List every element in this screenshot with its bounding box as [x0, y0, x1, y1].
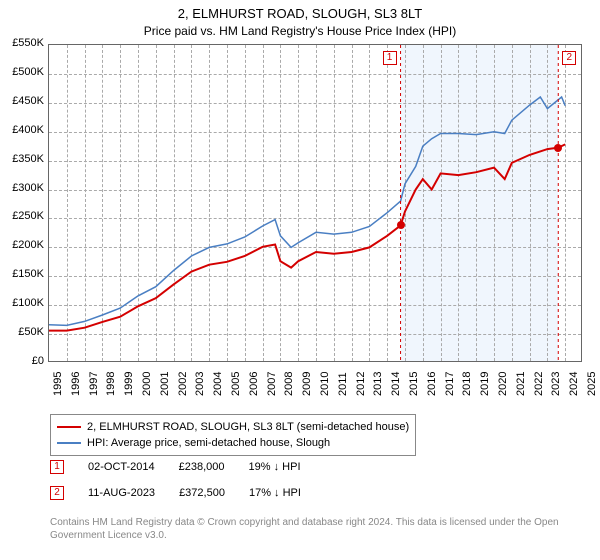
transaction-price: £372,500 — [179, 487, 225, 499]
xtick-label: 1996 — [70, 372, 82, 396]
xtick-label: 2011 — [337, 372, 349, 396]
xtick-label: 1997 — [88, 372, 100, 396]
chart-subtitle: Price paid vs. HM Land Registry's House … — [0, 24, 600, 38]
transaction-marker: 2 — [50, 486, 64, 500]
transaction-date: 11-AUG-2023 — [88, 487, 155, 499]
xtick-label: 2005 — [230, 372, 242, 396]
transaction-delta: 17% ↓ HPI — [249, 487, 301, 499]
legend-label: HPI: Average price, semi-detached house,… — [87, 437, 330, 449]
ytick-label: £150K — [2, 268, 44, 280]
hpi-line — [49, 97, 565, 325]
ytick-label: £200K — [2, 239, 44, 251]
xtick-label: 2021 — [515, 372, 527, 396]
xtick-label: 2016 — [426, 372, 438, 396]
xtick-label: 2012 — [355, 372, 367, 396]
xtick-label: 2013 — [372, 372, 384, 396]
transaction-marker: 1 — [50, 460, 64, 474]
transaction-delta: 19% ↓ HPI — [249, 461, 301, 473]
xtick-label: 2007 — [266, 372, 278, 396]
transaction-price: £238,000 — [179, 461, 225, 473]
ytick-label: £300K — [2, 182, 44, 194]
xtick-label: 2001 — [159, 372, 171, 396]
ytick-label: £350K — [2, 153, 44, 165]
ytick-label: £450K — [2, 95, 44, 107]
xtick-label: 2025 — [586, 372, 598, 396]
xtick-label: 2002 — [177, 372, 189, 396]
xtick-label: 2024 — [568, 372, 580, 396]
xtick-label: 2006 — [248, 372, 260, 396]
legend-row: 2, ELMHURST ROAD, SLOUGH, SL3 8LT (semi-… — [57, 419, 409, 435]
xtick-label: 2000 — [141, 372, 153, 396]
legend-swatch — [57, 426, 81, 428]
ytick-label: £100K — [2, 297, 44, 309]
xtick-label: 2010 — [319, 372, 331, 396]
ytick-label: £550K — [2, 37, 44, 49]
xtick-label: 2019 — [479, 372, 491, 396]
xtick-label: 2018 — [461, 372, 473, 396]
series-lines — [49, 45, 581, 361]
xtick-label: 1995 — [52, 372, 64, 396]
legend-swatch — [57, 442, 81, 444]
xtick-label: 2014 — [390, 372, 402, 396]
xtick-label: 2020 — [497, 372, 509, 396]
ytick-label: £250K — [2, 210, 44, 222]
xtick-label: 1999 — [123, 372, 135, 396]
xtick-label: 2003 — [194, 372, 206, 396]
xtick-label: 2009 — [301, 372, 313, 396]
transaction-marker: 1 — [383, 51, 397, 65]
transaction-point — [397, 221, 405, 229]
xtick-label: 2015 — [408, 372, 420, 396]
xtick-label: 2004 — [212, 372, 224, 396]
legend-label: 2, ELMHURST ROAD, SLOUGH, SL3 8LT (semi-… — [87, 421, 409, 433]
transaction-marker: 2 — [562, 51, 576, 65]
footnote: Contains HM Land Registry data © Crown c… — [50, 516, 580, 542]
xtick-label: 1998 — [105, 372, 117, 396]
legend: 2, ELMHURST ROAD, SLOUGH, SL3 8LT (semi-… — [50, 414, 416, 456]
xtick-label: 2017 — [444, 372, 456, 396]
ytick-label: £400K — [2, 124, 44, 136]
transaction-row: 1 02-OCT-2014 £238,000 19% ↓ HPI — [50, 460, 301, 474]
transaction-row: 2 11-AUG-2023 £372,500 17% ↓ HPI — [50, 486, 301, 500]
xtick-label: 2008 — [283, 372, 295, 396]
transaction-date: 02-OCT-2014 — [88, 461, 155, 473]
chart-title: 2, ELMHURST ROAD, SLOUGH, SL3 8LT — [0, 6, 600, 21]
ytick-label: £0 — [2, 355, 44, 367]
xtick-label: 2023 — [550, 372, 562, 396]
transaction-point — [554, 144, 562, 152]
xtick-label: 2022 — [533, 372, 545, 396]
chart-container: { "title": "2, ELMHURST ROAD, SLOUGH, SL… — [0, 0, 600, 560]
plot-area: 12 — [48, 44, 582, 362]
ytick-label: £500K — [2, 66, 44, 78]
legend-row: HPI: Average price, semi-detached house,… — [57, 435, 409, 451]
ytick-label: £50K — [2, 326, 44, 338]
